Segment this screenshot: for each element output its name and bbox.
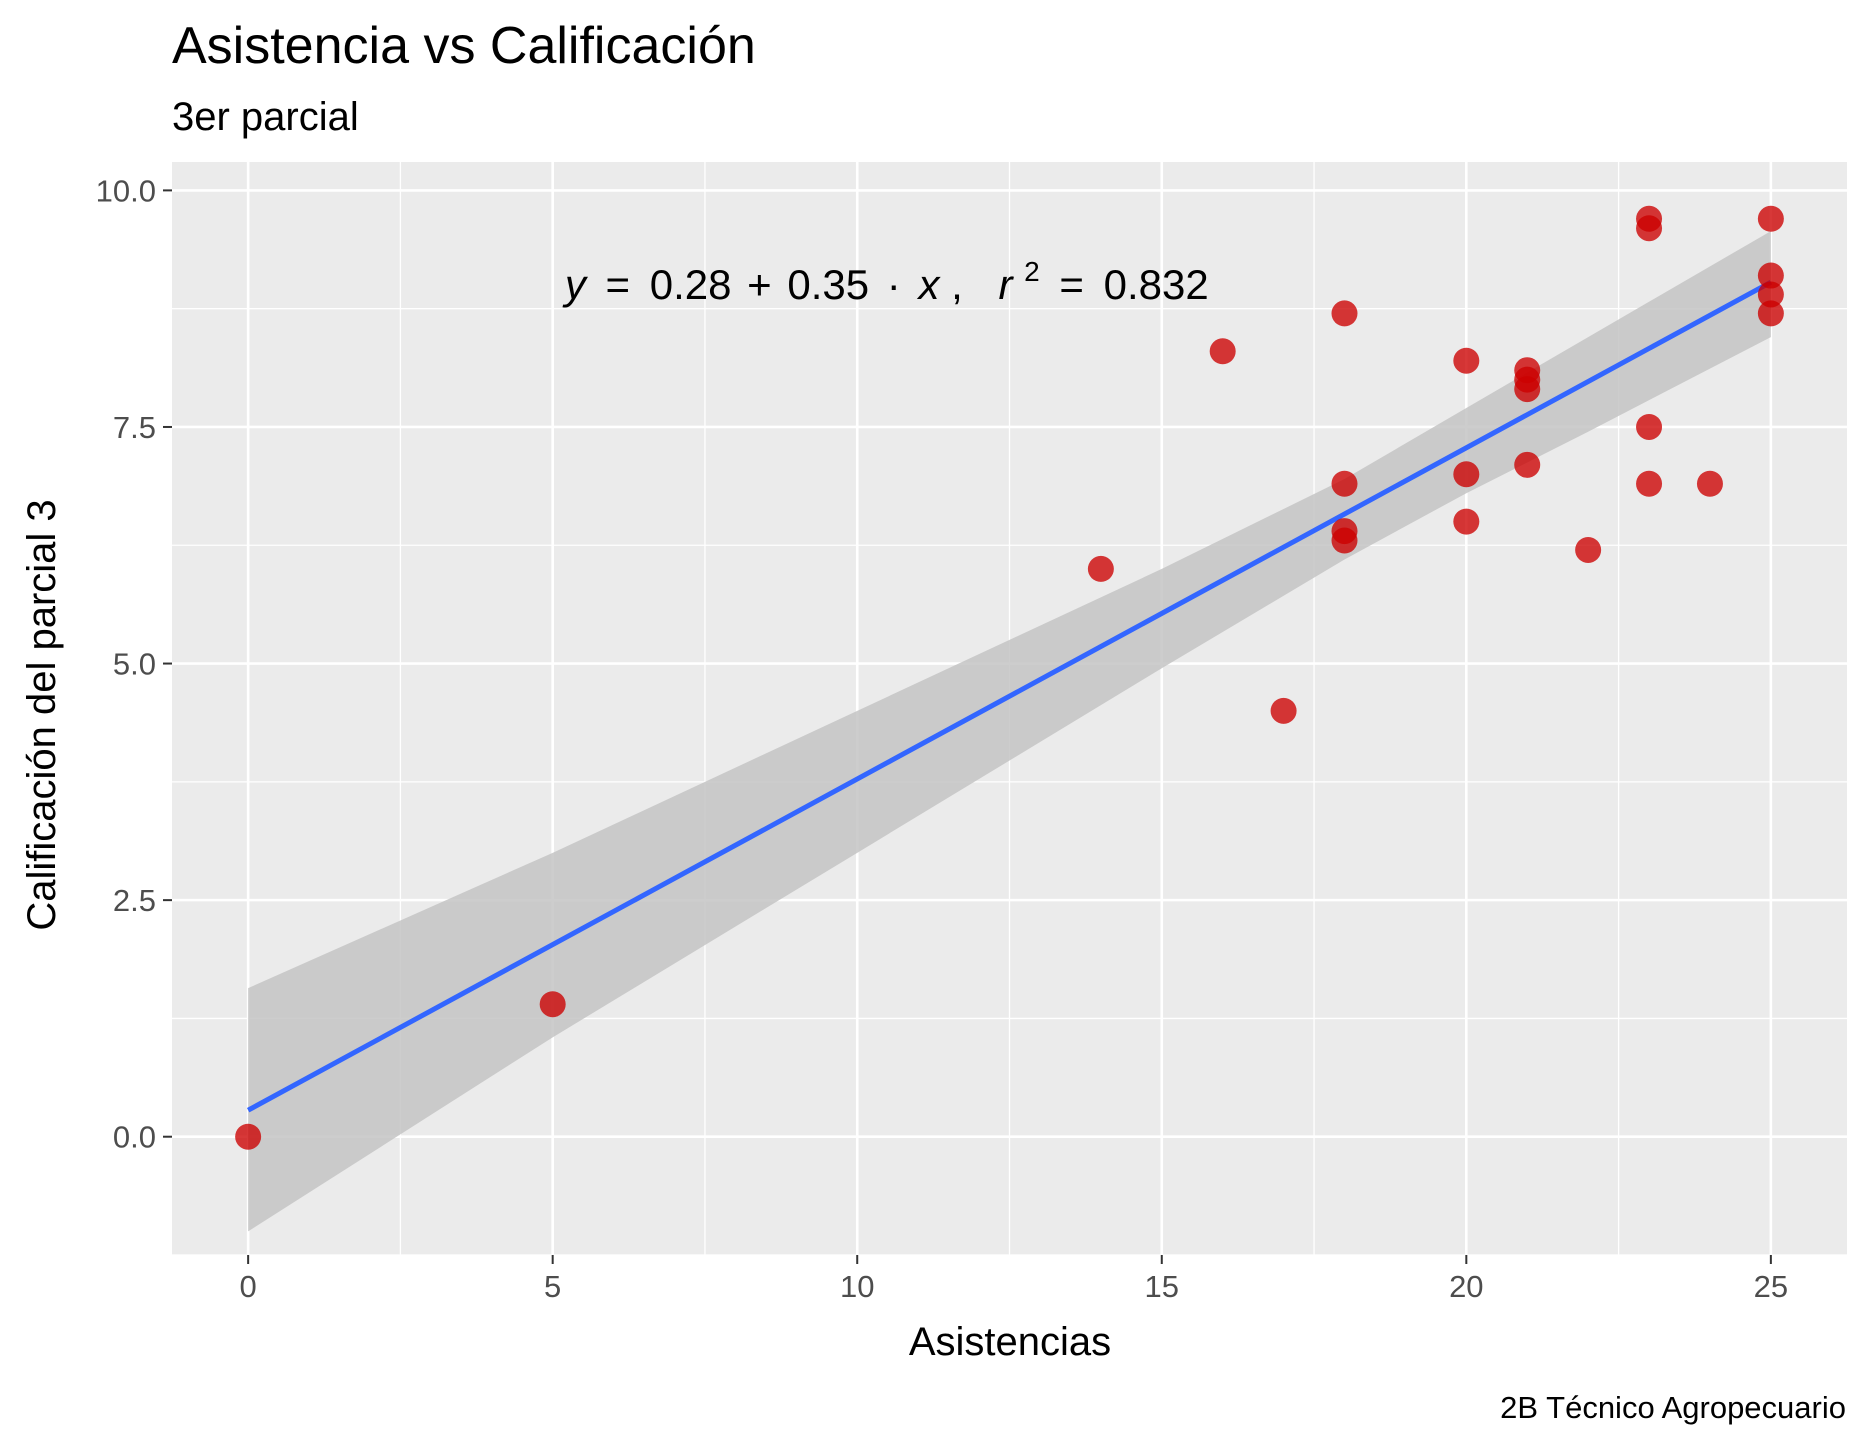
data-point (1270, 697, 1297, 724)
data-point (1331, 470, 1358, 497)
data-point (1757, 262, 1784, 289)
chart-caption: 2B Técnico Agropecuario (1500, 1390, 1846, 1425)
eq-r-exp: 2 (1024, 256, 1040, 287)
data-point (1636, 413, 1663, 440)
data-point (1575, 536, 1602, 563)
data-point (1636, 470, 1663, 497)
y-tick-label: 7.5 (113, 410, 156, 445)
eq-r-var: r (998, 261, 1014, 308)
x-tick-label: 10 (840, 1269, 874, 1304)
eq-r2-value: 0.832 (1104, 261, 1209, 308)
eq-r2-equals: = (1059, 261, 1084, 308)
data-point (1453, 508, 1480, 535)
eq-intercept: 0.28 (650, 261, 732, 308)
data-point (235, 1123, 262, 1150)
data-points (235, 205, 1784, 1150)
regression-equation: y = 0.28 + 0.35 · x , r 2 = 0.832 (562, 243, 1209, 308)
data-point (1757, 300, 1784, 327)
y-tick-label: 5.0 (113, 647, 156, 682)
chart-title: Asistencia vs Calificación (172, 17, 756, 75)
chart-subtitle: 3er parcial (172, 95, 359, 139)
data-point (1696, 470, 1723, 497)
data-point (1087, 555, 1114, 582)
data-point (1331, 527, 1358, 554)
data-point (1453, 347, 1480, 374)
eq-dot: · (887, 261, 901, 308)
x-tick-label: 0 (240, 1269, 257, 1304)
x-axis-title: Asistencias (909, 1320, 1111, 1364)
data-point (1636, 215, 1663, 242)
eq-x-var: x (916, 261, 941, 308)
confidence-band (248, 231, 1771, 1232)
regression-line (246, 279, 1773, 1113)
data-point (1757, 281, 1784, 308)
data-point (1331, 300, 1358, 327)
eq-slope: 0.35 (787, 261, 869, 308)
data-point (1453, 461, 1480, 488)
data-point (1209, 338, 1236, 365)
x-tick-label: 25 (1754, 1269, 1788, 1304)
x-tick-label: 5 (544, 1269, 561, 1304)
x-axis: 0 5 10 15 20 25 (240, 1255, 1788, 1304)
data-point (1757, 205, 1784, 232)
data-point (539, 991, 566, 1018)
x-tick-label: 15 (1145, 1269, 1179, 1304)
eq-comma: , (951, 261, 963, 308)
eq-plus: + (747, 261, 772, 308)
data-point (1514, 451, 1541, 478)
y-axis: 0.0 2.5 5.0 7.5 10.0 (96, 173, 172, 1155)
y-tick-label: 10.0 (96, 173, 156, 208)
y-tick-label: 2.5 (113, 883, 156, 918)
y-axis-title: Calificación del parcial 3 (20, 499, 64, 930)
eq-y-var: y (562, 261, 589, 308)
y-tick-label: 0.0 (113, 1120, 156, 1155)
x-tick-label: 20 (1449, 1269, 1483, 1304)
data-point (1514, 376, 1541, 403)
eq-equals: = (606, 261, 631, 308)
